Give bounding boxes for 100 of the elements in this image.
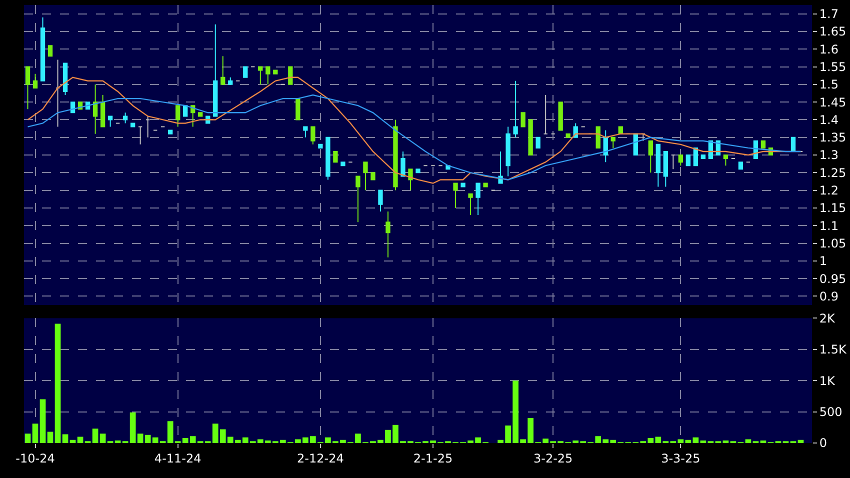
candlestick	[603, 130, 608, 163]
candlestick	[460, 182, 466, 188]
candlestick	[296, 98, 300, 120]
y-tick-label: 500	[819, 404, 842, 419]
candlestick	[92, 84, 98, 134]
candlestick	[498, 150, 503, 184]
candlestick	[678, 154, 684, 166]
x-tick-label: -10-24	[16, 451, 55, 466]
candlestick	[378, 190, 383, 212]
candlestick	[288, 66, 293, 85]
candlestick	[243, 66, 248, 78]
candlestick	[340, 162, 346, 166]
candlestick	[468, 193, 473, 216]
candlestick	[266, 66, 270, 85]
candlestick	[506, 126, 510, 177]
bar	[77, 436, 84, 443]
y-tick-label: 1.25	[819, 166, 846, 180]
x-tick-label: 3-2-25	[533, 451, 573, 466]
candlestick	[303, 126, 308, 138]
candlestick	[393, 119, 398, 191]
bar	[32, 424, 38, 443]
candlestick	[700, 154, 706, 160]
candlestick	[483, 182, 488, 188]
bar	[100, 434, 106, 443]
candlestick	[363, 162, 368, 191]
candlestick	[40, 16, 46, 82]
candlestick	[122, 112, 128, 124]
bar	[70, 440, 76, 443]
candlestick	[333, 150, 338, 163]
candlestick	[25, 66, 30, 110]
candlestick	[663, 150, 668, 188]
y-tick-label: 1.2	[819, 184, 838, 198]
candlestick	[416, 168, 420, 174]
line-series	[27, 94, 802, 180]
y-tick-label: 0	[819, 436, 828, 450]
candlestick	[723, 154, 728, 166]
candlestick	[213, 24, 218, 117]
y-tick-label: 1.55	[819, 60, 846, 74]
candlestick	[536, 136, 540, 148]
candlestick	[32, 73, 38, 88]
candlestick	[528, 119, 533, 156]
candlestick	[656, 144, 660, 188]
bar	[62, 434, 68, 443]
y-tick-label: 1.65	[819, 24, 846, 39]
bar	[798, 440, 804, 443]
bar	[47, 432, 54, 443]
candlestick	[228, 76, 233, 85]
candlestick	[520, 112, 526, 128]
x-tick-label: 4-11-24	[154, 451, 202, 466]
bar	[24, 434, 31, 443]
candlestick	[273, 70, 278, 74]
candlestick	[258, 66, 263, 85]
candlestick	[318, 144, 323, 148]
candlestick	[648, 140, 653, 174]
y-tick-label: 1.7	[819, 7, 838, 22]
y-tick-label: 1.5K	[819, 342, 848, 357]
x-tick-label: 2-12-24	[297, 451, 344, 466]
candlestick	[108, 116, 113, 128]
candlestick	[190, 105, 196, 128]
y-tick-label: 1.6	[819, 42, 838, 56]
candlestick	[543, 94, 548, 134]
candlestick	[386, 210, 390, 258]
candlestick	[408, 168, 413, 191]
candlestick	[62, 62, 68, 96]
y-tick-label: 1.45	[819, 95, 846, 110]
y-tick-label: 1K	[819, 374, 836, 388]
y-tick-label: 2K	[819, 311, 836, 326]
candlestick	[130, 122, 136, 128]
y-tick-label: 1.5	[819, 78, 838, 92]
candlestick	[370, 172, 376, 180]
y-tick-label: 0.9	[819, 289, 838, 304]
candlestick	[558, 102, 563, 131]
candlestick	[566, 133, 570, 138]
candlestick	[145, 116, 150, 138]
bar	[92, 428, 98, 443]
bar	[54, 324, 61, 443]
candlestick	[198, 112, 203, 117]
candlestick	[453, 182, 458, 208]
candlestick	[48, 45, 53, 57]
y-tick-label: 1.05	[819, 236, 846, 250]
candlestick	[168, 130, 173, 134]
y-tick-label: 1.1	[819, 218, 838, 233]
y-tick-label: 0.95	[819, 272, 846, 286]
y-tick-label: 1	[819, 254, 828, 268]
candlestick	[138, 126, 143, 145]
candlestick	[100, 94, 106, 128]
candlestick	[640, 133, 646, 142]
bar	[40, 399, 46, 443]
candlestick	[476, 182, 480, 216]
candlestick	[738, 162, 744, 170]
candlestick	[400, 150, 406, 177]
y-tick-label: 1.4	[819, 112, 838, 127]
candlestick	[55, 59, 60, 128]
bar	[692, 437, 699, 443]
y-tick-label: 1.3	[819, 148, 838, 162]
candlestick	[760, 140, 766, 148]
candlestick	[310, 126, 316, 145]
candlestick	[686, 154, 691, 166]
candlestick	[356, 176, 360, 223]
y-tick-label: 1.35	[819, 130, 846, 145]
